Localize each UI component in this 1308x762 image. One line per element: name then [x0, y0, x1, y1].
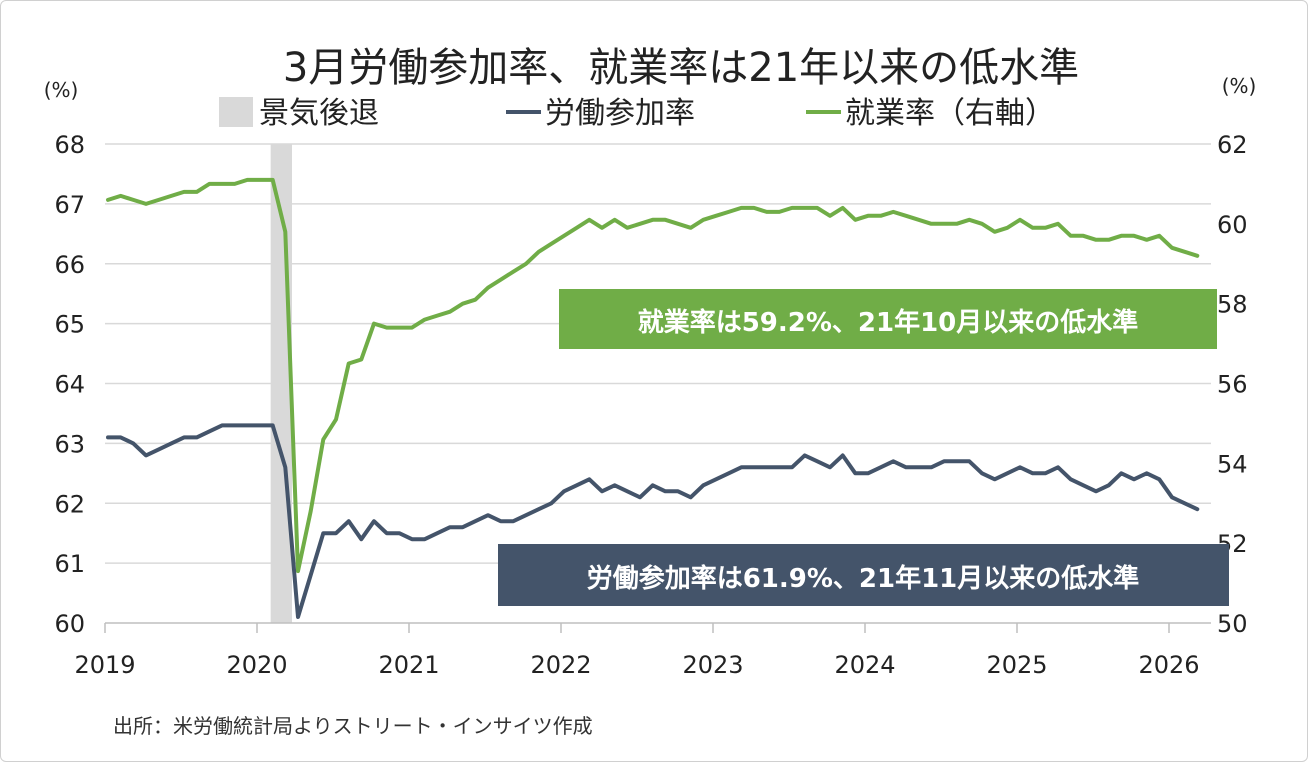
right-tick-label: 62 [1217, 131, 1248, 159]
right-tick-label: 58 [1217, 291, 1248, 319]
right-tick-label: 56 [1217, 371, 1248, 399]
source-note: 出所：米労働統計局よりストリート・インサイツ作成 [113, 714, 593, 738]
series-line-epop [106, 177, 1200, 574]
legend-swatch-recession [219, 97, 253, 127]
legend-label-lfpr: 労働参加率 [545, 96, 695, 131]
left-tick-label: 61 [54, 550, 85, 578]
annotation-epop-text: 就業率は59.2%、21年10月以来の低水準 [638, 307, 1139, 338]
left-tick-label: 65 [54, 311, 85, 339]
x-tick-label: 2024 [834, 651, 895, 679]
x-tick-label: 2023 [682, 651, 743, 679]
annotation-lfpr-box [498, 544, 1229, 606]
chart-title: 3月労働参加率、就業率は21年以来の低水準 [283, 45, 1079, 91]
x-tick-label: 2019 [74, 651, 135, 679]
left-tick-label: 68 [54, 131, 85, 159]
x-tick-label: 2022 [530, 651, 591, 679]
left-tick-label: 67 [54, 191, 85, 219]
right-tick-label: 60 [1217, 211, 1248, 239]
annotation-epop-box [559, 289, 1217, 349]
legend: 景気後退 労働参加率 就業率（右軸） [219, 96, 1055, 131]
series-line-lfpr [106, 423, 1200, 619]
annotation-lfpr-text: 労働参加率は61.9%、21年11月以来の低水準 [587, 563, 1140, 594]
left-tick-label: 60 [54, 610, 85, 638]
left-tick-label: 63 [54, 430, 85, 458]
x-tick-label: 2026 [1138, 651, 1199, 679]
left-tick-label: 62 [54, 490, 85, 518]
right-axis-unit: (%) [1222, 74, 1257, 98]
annotation-epop: 就業率は59.2%、21年10月以来の低水準 [559, 289, 1217, 349]
annotation-lfpr: 労働参加率は61.9%、21年11月以来の低水準 [498, 544, 1229, 606]
right-tick-label: 50 [1217, 610, 1248, 638]
legend-label-epop: 就業率（右軸） [845, 96, 1055, 131]
x-tick-label: 2020 [226, 651, 287, 679]
x-tick-label: 2021 [378, 651, 439, 679]
left-axis-unit: (%) [44, 78, 79, 102]
left-tick-label: 64 [54, 371, 85, 399]
right-tick-label: 54 [1217, 450, 1248, 478]
x-tick-label: 2025 [986, 651, 1047, 679]
left-tick-label: 66 [54, 251, 85, 279]
legend-label-recession: 景気後退 [259, 96, 379, 131]
